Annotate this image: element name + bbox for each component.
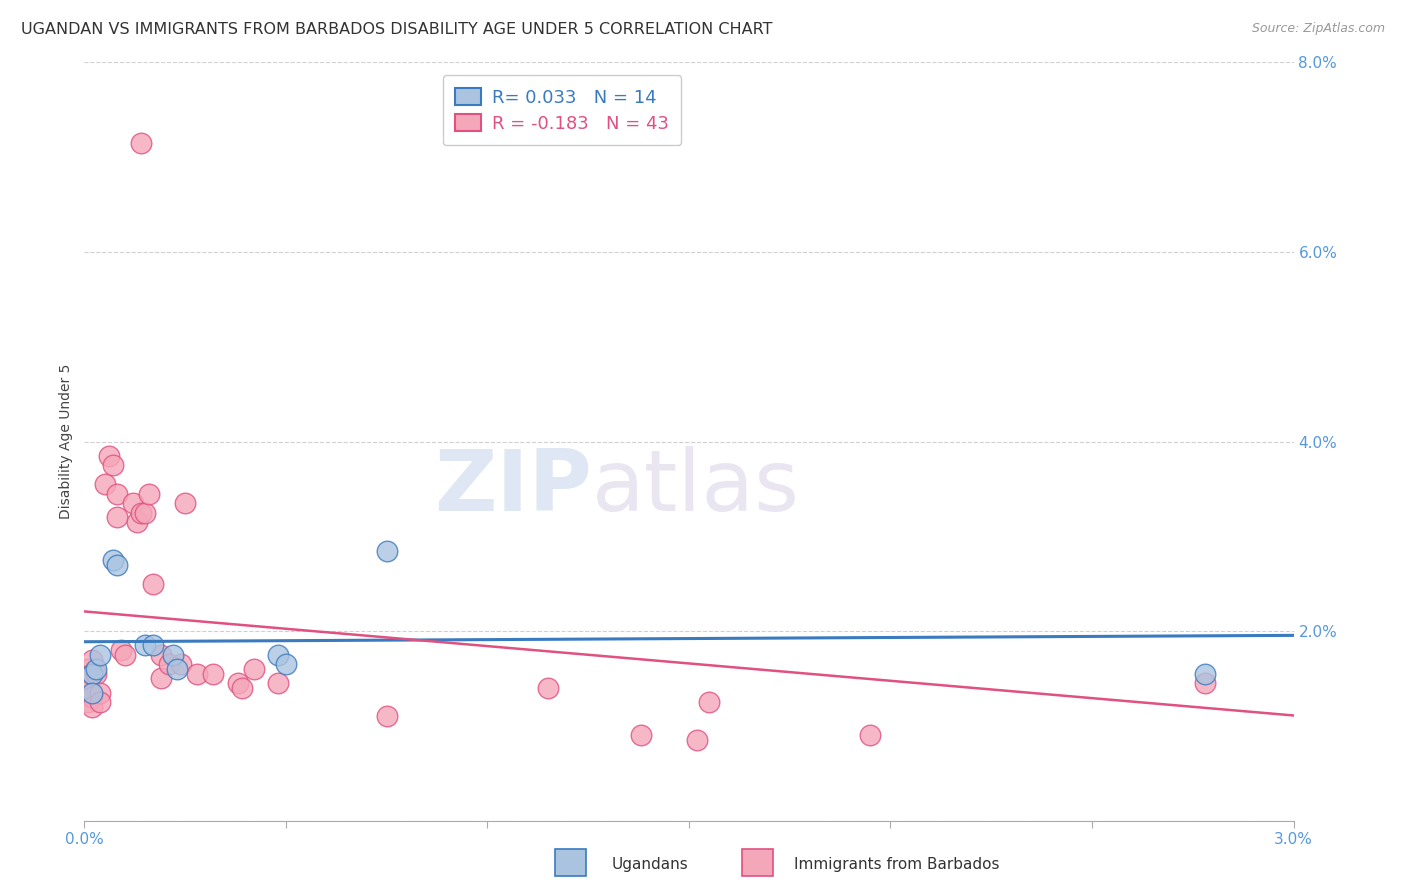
Point — [157, 657, 180, 672]
Point — [101, 458, 124, 473]
Point — [82, 652, 104, 666]
Point — [77, 686, 100, 700]
Point — [1194, 676, 1216, 690]
Point — [166, 662, 188, 676]
Point — [686, 733, 709, 747]
Point — [77, 662, 100, 676]
Point — [142, 638, 165, 652]
Point — [105, 558, 128, 572]
Text: Immigrants from Barbados: Immigrants from Barbados — [794, 857, 1000, 872]
Point — [82, 699, 104, 714]
Point — [129, 506, 152, 520]
Point — [77, 681, 100, 695]
Point — [267, 676, 290, 690]
Text: Source: ZipAtlas.com: Source: ZipAtlas.com — [1251, 22, 1385, 36]
Point — [149, 672, 172, 686]
Point — [101, 553, 124, 567]
Point — [82, 666, 104, 681]
Point — [138, 486, 160, 500]
Point — [114, 648, 136, 662]
Point — [97, 449, 120, 463]
Point — [89, 686, 111, 700]
Point — [149, 648, 172, 662]
Point — [86, 666, 108, 681]
Point — [697, 695, 720, 709]
Point — [537, 681, 560, 695]
Point — [226, 676, 249, 690]
Point — [170, 657, 193, 672]
Point — [142, 576, 165, 591]
Point — [174, 496, 197, 510]
Point — [89, 648, 111, 662]
Point — [859, 728, 882, 742]
Point — [274, 657, 297, 672]
Point — [242, 662, 264, 676]
Point — [375, 709, 398, 723]
Text: Ugandans: Ugandans — [612, 857, 689, 872]
Point — [82, 690, 104, 705]
Point — [630, 728, 652, 742]
Point — [162, 648, 184, 662]
Y-axis label: Disability Age Under 5: Disability Age Under 5 — [59, 364, 73, 519]
Text: ZIP: ZIP — [434, 445, 592, 529]
Point — [110, 643, 132, 657]
Point — [82, 666, 104, 681]
Point — [134, 506, 156, 520]
Text: UGANDAN VS IMMIGRANTS FROM BARBADOS DISABILITY AGE UNDER 5 CORRELATION CHART: UGANDAN VS IMMIGRANTS FROM BARBADOS DISA… — [21, 22, 772, 37]
Point — [231, 681, 253, 695]
Point — [82, 686, 104, 700]
Point — [89, 695, 111, 709]
Text: atlas: atlas — [592, 445, 800, 529]
Point — [202, 666, 225, 681]
Point — [105, 510, 128, 524]
Point — [77, 672, 100, 686]
Point — [375, 543, 398, 558]
Legend: R= 0.033   N = 14, R = -0.183   N = 43: R= 0.033 N = 14, R = -0.183 N = 43 — [443, 75, 681, 145]
Point — [186, 666, 208, 681]
Point — [93, 477, 115, 491]
Point — [134, 638, 156, 652]
Point — [121, 496, 143, 510]
Point — [267, 648, 290, 662]
Point — [1194, 666, 1216, 681]
Point — [77, 695, 100, 709]
Point — [86, 662, 108, 676]
Point — [125, 515, 148, 529]
Point — [105, 486, 128, 500]
Point — [129, 136, 152, 150]
